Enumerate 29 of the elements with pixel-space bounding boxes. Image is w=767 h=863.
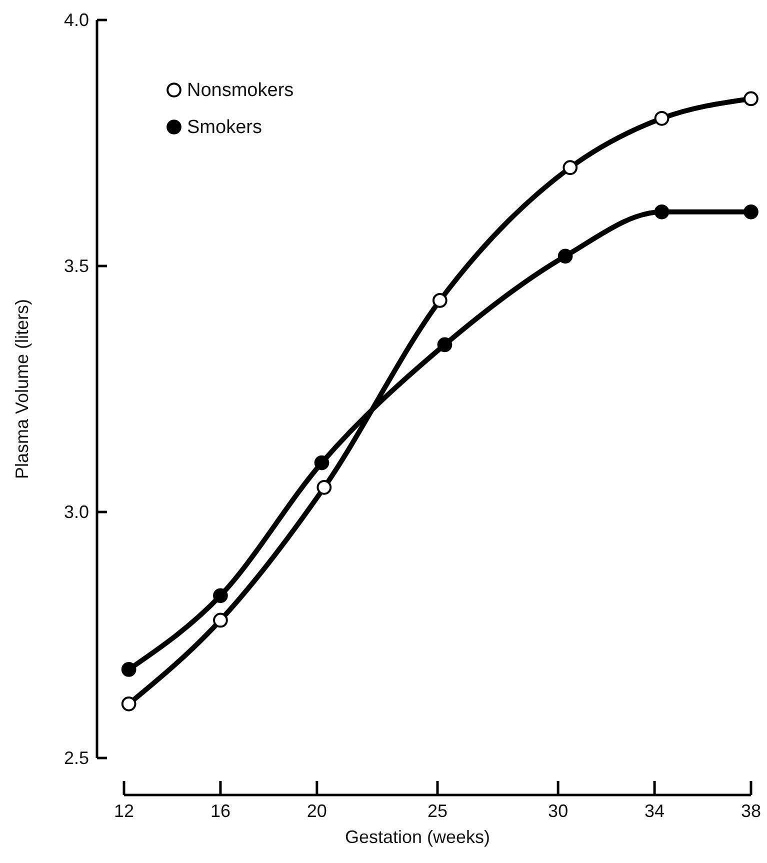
- legend-label: Smokers: [187, 117, 262, 138]
- legend-label: Nonsmokers: [187, 80, 294, 101]
- point: [744, 91, 758, 106]
- point: [314, 455, 330, 470]
- point: [654, 204, 670, 220]
- point: [432, 293, 448, 308]
- x-tick-label: 30: [548, 801, 568, 821]
- point: [437, 337, 452, 352]
- point: [654, 110, 670, 126]
- point: [744, 204, 758, 220]
- x-axis-title: Gestation (weeks): [344, 827, 490, 847]
- point: [316, 480, 332, 495]
- point: [121, 696, 136, 712]
- x-tick-label: 12: [114, 801, 134, 821]
- point: [558, 248, 573, 264]
- x-tick-label: 25: [427, 801, 448, 821]
- point: [121, 662, 136, 677]
- x-tick-label: 34: [644, 801, 665, 821]
- y-tick-label: 4.0: [64, 10, 89, 30]
- x-tick-label: 38: [740, 801, 762, 821]
- point: [213, 588, 228, 604]
- y-axis-title: Plasma Volume (liters): [12, 298, 32, 480]
- y-tick-label: 3.0: [64, 502, 89, 522]
- point: [562, 160, 578, 176]
- y-tick-label: 2.5: [64, 748, 89, 768]
- x-tick-label: 16: [210, 801, 230, 821]
- point: [213, 612, 228, 628]
- y-tick-label: 3.5: [64, 256, 89, 276]
- x-tick-label: 20: [306, 801, 327, 821]
